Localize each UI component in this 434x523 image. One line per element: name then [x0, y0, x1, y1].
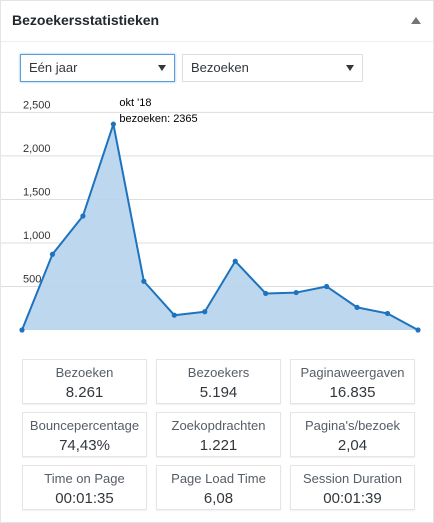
stat-box: Zoekopdrachten 1.221 — [156, 412, 281, 457]
period-select[interactable]: Eén jaar — [20, 54, 175, 82]
stat-box: Time on Page 00:01:35 — [22, 465, 147, 510]
tooltip-text: okt '18 — [119, 97, 151, 109]
stat-label: Bezoeken — [55, 365, 114, 380]
stat-box: Bezoekers 5.194 — [156, 359, 281, 404]
stat-value: 16.835 — [329, 384, 376, 401]
stat-box: Bouncepercentage 74,43% — [22, 412, 147, 457]
metric-select-value: Bezoeken — [191, 60, 249, 75]
data-point — [202, 309, 208, 315]
stat-value: 74,43% — [59, 437, 110, 454]
stat-label: Zoekopdrachten — [171, 418, 266, 433]
data-point — [263, 290, 269, 297]
series-area — [22, 124, 418, 330]
y-tick-label: 500 — [23, 273, 41, 285]
series-line — [21, 123, 419, 331]
period-select-value: Eén jaar — [29, 60, 78, 75]
visits-chart-svg: 500 1,000 1,500 2,000 2,500 okt '18 bezoeken: … — [1, 97, 433, 333]
stat-value: 8.261 — [65, 384, 104, 401]
visits-chart: 500 1,000 1,500 2,000 2,500 okt '18 bezoeken: … — [1, 93, 433, 343]
data-point — [110, 121, 116, 127]
data-point — [384, 310, 391, 317]
data-point — [80, 213, 86, 219]
stat-value: 6,08 — [203, 490, 234, 507]
data-point — [293, 289, 299, 296]
stat-box: Bezoeken 8.261 — [22, 359, 147, 404]
stat-box: Page Load Time 6,08 — [156, 465, 281, 510]
widget-title: Bezoekersstatistieken — [12, 12, 160, 28]
stat-label: Session Duration — [303, 471, 402, 486]
data-point — [171, 312, 177, 318]
stat-label: Bezoekers — [187, 365, 250, 380]
y-tick-label: 2,000 — [23, 143, 51, 155]
collapse-toggle-icon[interactable] — [411, 17, 421, 24]
stat-label: Pagina's/bezoek — [305, 418, 400, 433]
stat-box: Paginaweergaven 16.835 — [290, 359, 415, 404]
stat-value: 1.221 — [199, 437, 238, 454]
data-point — [354, 304, 360, 310]
data-point — [19, 327, 25, 333]
metric-select[interactable]: Bezoeken — [182, 54, 363, 82]
data-point — [324, 283, 330, 290]
data-point — [232, 258, 238, 264]
stat-label: Time on Page — [44, 471, 125, 486]
widget-header: Bezoekersstatistieken — [1, 1, 433, 42]
stat-value: 5.194 — [199, 384, 238, 401]
stat-value: 00:01:39 — [323, 490, 382, 507]
data-point — [49, 251, 56, 257]
data-point — [141, 278, 147, 284]
chevron-down-icon — [346, 65, 354, 71]
chevron-down-icon — [158, 65, 166, 71]
stat-label: Bouncepercentage — [29, 418, 140, 433]
stat-label: Page Load Time — [171, 471, 266, 486]
y-tick-label: 2,500 — [23, 99, 51, 111]
y-tick-label: 1,000 — [23, 230, 51, 242]
tooltip-text: bezoeken: 2365 — [119, 113, 197, 125]
stat-value: 2,04 — [337, 437, 368, 454]
stat-box: Session Duration 00:01:39 — [290, 465, 415, 510]
stat-label: Paginaweergaven — [300, 365, 405, 380]
stat-value: 00:01:35 — [55, 490, 114, 507]
y-tick-label: 1,500 — [23, 186, 51, 198]
data-point — [415, 327, 421, 333]
stat-box: Pagina's/bezoek 2,04 — [290, 412, 415, 457]
